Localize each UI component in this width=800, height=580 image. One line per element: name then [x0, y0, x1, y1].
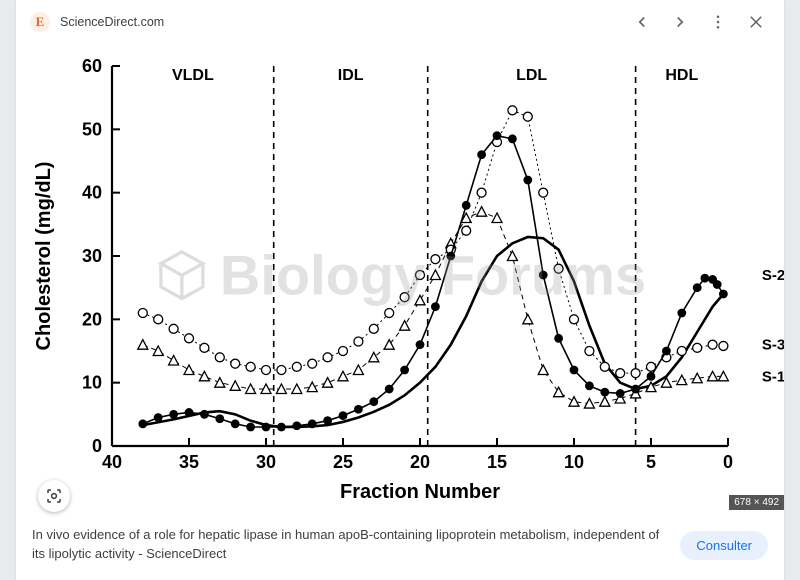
- svg-text:50: 50: [82, 119, 102, 139]
- svg-text:LDL: LDL: [516, 67, 547, 84]
- caption-text[interactable]: In vivo evidence of a role for hepatic l…: [32, 526, 666, 564]
- result-card: E ScienceDirect.com 40353025201510500102…: [16, 0, 784, 580]
- svg-text:10: 10: [564, 452, 584, 472]
- dimensions-badge: 678 × 492: [729, 495, 784, 510]
- svg-text:5: 5: [646, 452, 656, 472]
- svg-text:30: 30: [82, 246, 102, 266]
- svg-text:S-2: S-2: [762, 267, 784, 284]
- svg-text:0: 0: [92, 436, 102, 456]
- svg-text:IDL: IDL: [338, 67, 364, 84]
- chevron-right-icon: [671, 13, 689, 31]
- svg-text:30: 30: [256, 452, 276, 472]
- consult-button[interactable]: Consulter: [680, 531, 768, 560]
- lens-search-button[interactable]: [38, 480, 70, 512]
- svg-text:60: 60: [82, 56, 102, 76]
- svg-text:20: 20: [410, 452, 430, 472]
- close-icon: [747, 13, 765, 31]
- source-domain[interactable]: ScienceDirect.com: [60, 15, 618, 29]
- source-favicon: E: [30, 12, 50, 32]
- close-button[interactable]: [742, 8, 770, 36]
- svg-text:15: 15: [487, 452, 507, 472]
- svg-text:HDL: HDL: [665, 67, 698, 84]
- svg-text:VLDL: VLDL: [172, 67, 214, 84]
- svg-text:40: 40: [102, 452, 122, 472]
- svg-text:40: 40: [82, 183, 102, 203]
- topbar: E ScienceDirect.com: [16, 0, 784, 44]
- more-button[interactable]: [704, 8, 732, 36]
- svg-text:20: 20: [82, 309, 102, 329]
- chevron-left-icon: [633, 13, 651, 31]
- prev-button[interactable]: [628, 8, 656, 36]
- footer: In vivo evidence of a role for hepatic l…: [16, 512, 784, 578]
- next-button[interactable]: [666, 8, 694, 36]
- svg-text:Fraction Number: Fraction Number: [340, 481, 500, 503]
- svg-text:0: 0: [723, 452, 733, 472]
- chart-image[interactable]: 40353025201510500102030405060Fraction Nu…: [16, 44, 784, 512]
- more-vertical-icon: [709, 13, 727, 31]
- svg-text:10: 10: [82, 373, 102, 393]
- chart-svg: 40353025201510500102030405060Fraction Nu…: [16, 44, 784, 512]
- svg-text:S-3: S-3: [762, 337, 784, 354]
- svg-text:25: 25: [333, 452, 353, 472]
- svg-text:35: 35: [179, 452, 199, 472]
- svg-text:S-1: S-1: [762, 368, 784, 385]
- svg-text:Cholesterol (mg/dL): Cholesterol (mg/dL): [33, 162, 55, 351]
- lens-icon: [45, 487, 63, 505]
